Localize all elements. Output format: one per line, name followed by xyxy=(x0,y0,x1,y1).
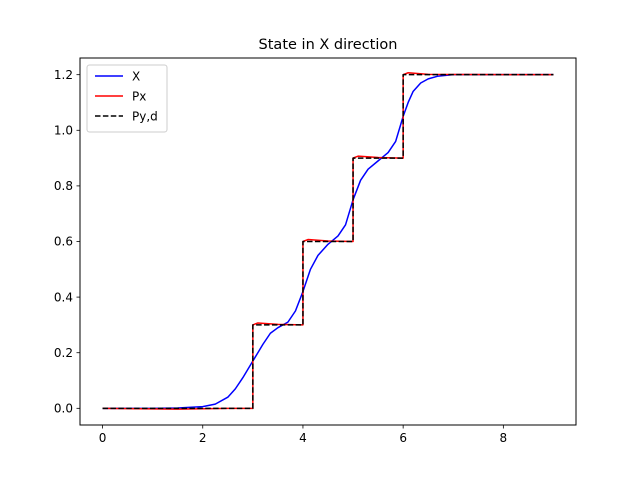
y-tick-label: 0.0 xyxy=(54,402,73,416)
x-tick-label: 6 xyxy=(399,431,407,445)
legend-label-2: Py,d xyxy=(132,109,158,123)
series-line-2 xyxy=(102,73,554,410)
series-line-0 xyxy=(102,73,554,410)
legend-label-1: Px xyxy=(132,89,146,103)
x-tick-label: 4 xyxy=(299,431,307,445)
y-tick-label: 0.6 xyxy=(54,235,73,249)
y-tick-label: 1.2 xyxy=(54,68,73,82)
y-tick-label: 0.2 xyxy=(54,346,73,360)
legend-label-0: X xyxy=(132,69,140,83)
x-tick-label: 0 xyxy=(99,431,107,445)
y-tick-label: 0.8 xyxy=(54,179,73,193)
y-tick-label: 0.4 xyxy=(54,290,73,304)
x-tick-label: 2 xyxy=(199,431,207,445)
chart-title: State in X direction xyxy=(259,37,398,53)
x-tick-label: 8 xyxy=(500,431,508,445)
legend: X Px Py,d xyxy=(86,64,168,133)
y-tick-label: 1.0 xyxy=(54,123,73,137)
